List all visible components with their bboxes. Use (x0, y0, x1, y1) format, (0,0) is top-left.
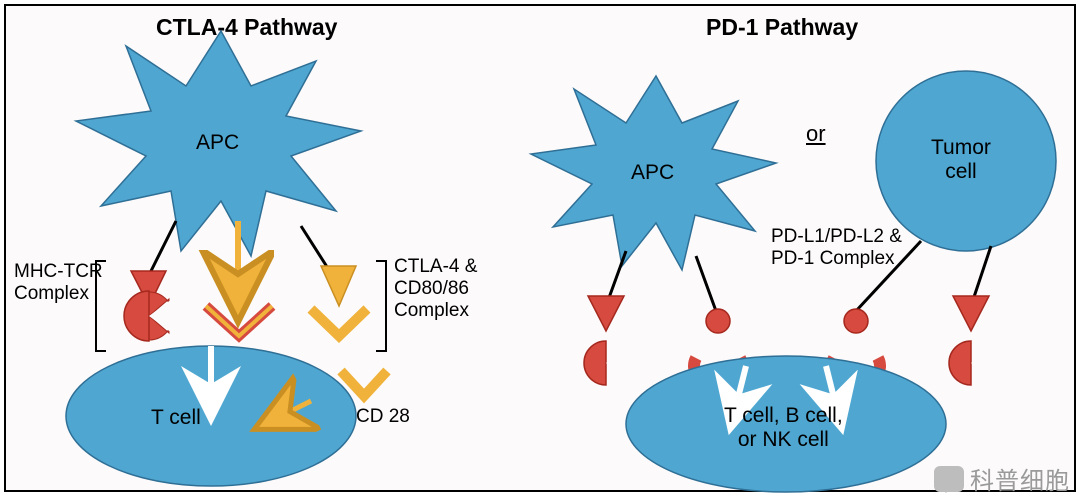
tcell-label: T cell (151, 406, 201, 430)
cd28-label: CD 28 (356, 406, 410, 428)
watermark: 科普细胞 (934, 461, 1070, 496)
immune-cell-label: T cell, B cell, or NK cell (724, 404, 843, 452)
ctla4-label: CTLA-4 & CD80/86 Complex (394, 256, 477, 322)
wechat-icon (934, 466, 964, 492)
pd-complex-label: PD-L1/PD-L2 & PD-1 Complex (771, 226, 902, 270)
mhc-tcr-label: MHC-TCR Complex (14, 261, 103, 305)
apc-label-right: APC (631, 161, 674, 185)
or-label: or (806, 121, 826, 147)
tumor-label: Tumor cell (931, 136, 991, 184)
diagram-frame: CTLA-4 Pathway PD-1 Pathway (4, 4, 1076, 492)
watermark-text: 科普细胞 (970, 461, 1070, 496)
apc-label-left: APC (196, 131, 239, 155)
